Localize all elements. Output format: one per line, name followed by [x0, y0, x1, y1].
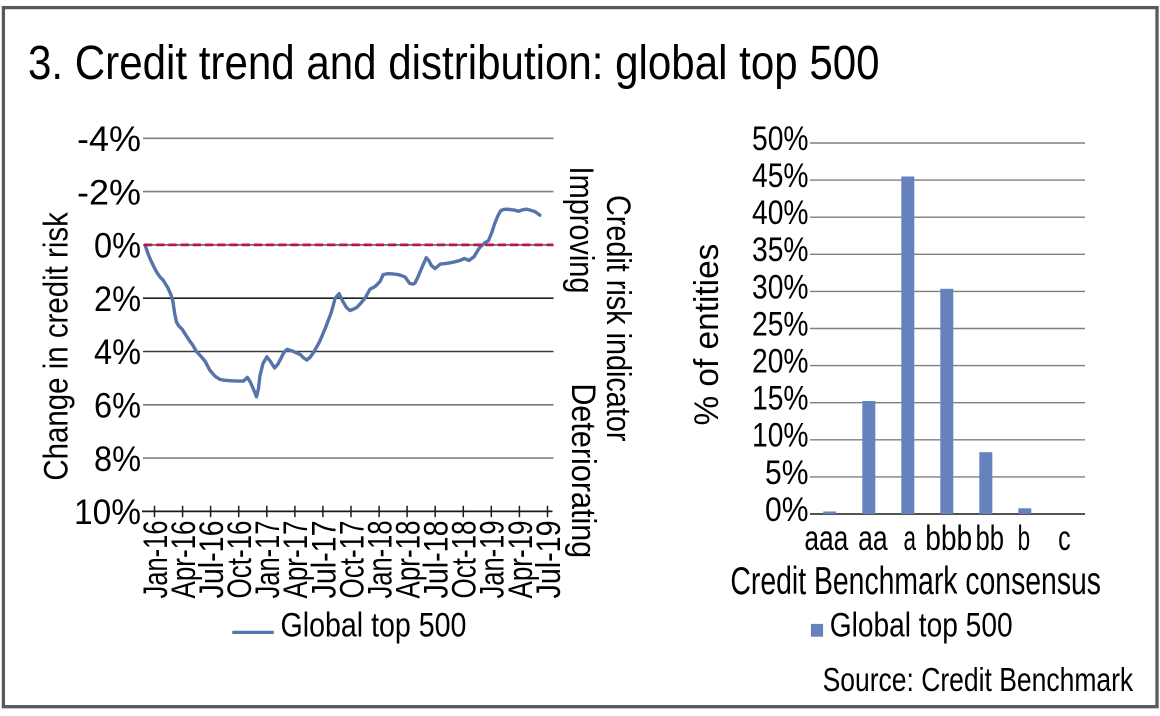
- svg-text:Jul-19: Jul-19: [530, 521, 568, 599]
- svg-text:Global top 500: Global top 500: [830, 606, 1013, 644]
- svg-text:8%: 8%: [94, 440, 141, 479]
- svg-text:40%: 40%: [752, 194, 808, 232]
- svg-text:Oct-16: Oct-16: [222, 521, 259, 599]
- svg-text:Apr-18: Apr-18: [390, 521, 427, 599]
- svg-text:30%: 30%: [752, 268, 808, 306]
- svg-text:Jul-16: Jul-16: [193, 521, 231, 599]
- svg-text:3. Credit trend and distributi: 3. Credit trend and distribution: global…: [28, 35, 880, 89]
- svg-text:% of entities: % of entities: [688, 244, 726, 426]
- svg-text:Oct-17: Oct-17: [334, 521, 371, 599]
- svg-text:4%: 4%: [94, 333, 141, 372]
- svg-text:Oct-18: Oct-18: [446, 521, 483, 599]
- svg-text:0%: 0%: [765, 490, 808, 528]
- svg-text:Credit risk indicator: Credit risk indicator: [599, 195, 638, 442]
- svg-text:35%: 35%: [752, 231, 808, 269]
- svg-text:Source: Credit Benchmark: Source: Credit Benchmark: [823, 663, 1134, 699]
- svg-text:c: c: [1058, 519, 1070, 558]
- svg-text:Global top 500: Global top 500: [281, 606, 467, 644]
- svg-text:Deteriorating: Deteriorating: [565, 383, 603, 558]
- svg-text:Change in credit risk: Change in credit risk: [37, 212, 75, 481]
- svg-text:6%: 6%: [94, 386, 141, 425]
- svg-text:Jul-17: Jul-17: [305, 521, 343, 599]
- svg-text:aaa: aaa: [804, 518, 849, 558]
- svg-text:bbb: bbb: [925, 518, 972, 558]
- svg-text:10%: 10%: [752, 416, 808, 454]
- svg-text:bb: bb: [976, 519, 1004, 558]
- svg-text:Jan-18: Jan-18: [362, 521, 399, 599]
- svg-text:Improving: Improving: [562, 167, 601, 294]
- svg-text:0%: 0%: [94, 227, 141, 266]
- svg-text:15%: 15%: [752, 379, 808, 417]
- svg-text:Apr-17: Apr-17: [278, 521, 315, 599]
- svg-text:50%: 50%: [752, 119, 808, 157]
- svg-text:a: a: [903, 519, 916, 558]
- svg-text:Apr-16: Apr-16: [166, 521, 203, 599]
- svg-text:20%: 20%: [752, 342, 808, 380]
- svg-text:-2%: -2%: [77, 173, 141, 212]
- svg-text:5%: 5%: [765, 453, 808, 491]
- svg-text:25%: 25%: [752, 305, 808, 343]
- svg-text:b: b: [1018, 519, 1031, 558]
- svg-text:Credit Benchmark consensus: Credit Benchmark consensus: [730, 560, 1101, 603]
- svg-text:45%: 45%: [752, 157, 808, 195]
- svg-text:Jan-16: Jan-16: [137, 521, 174, 599]
- svg-text:2%: 2%: [94, 280, 141, 319]
- svg-text:10%: 10%: [74, 493, 141, 532]
- svg-text:Jan-17: Jan-17: [250, 521, 287, 599]
- svg-text:Jan-19: Jan-19: [474, 521, 511, 599]
- svg-text:-4%: -4%: [77, 120, 141, 159]
- svg-text:Apr-19: Apr-19: [503, 521, 540, 599]
- svg-text:Jul-18: Jul-18: [417, 521, 455, 599]
- svg-text:aa: aa: [858, 518, 888, 557]
